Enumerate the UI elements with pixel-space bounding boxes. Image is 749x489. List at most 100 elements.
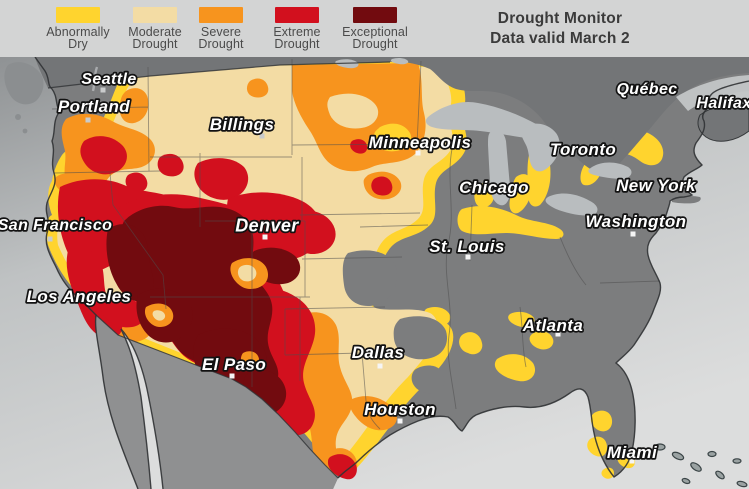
legend-label: Moderate Drought xyxy=(128,25,182,51)
city-labels-layer: Seattle Portland Billings Minneapolis Toront… xyxy=(0,69,749,464)
city-label-minneapolis: Minneapolis xyxy=(369,133,472,152)
city-label-toronto: Toronto xyxy=(550,140,616,159)
orange-montana-spot xyxy=(246,78,269,98)
gulf-of-california xyxy=(121,329,163,489)
city-label-portland: Portland xyxy=(58,97,130,116)
city-marker-el-paso xyxy=(229,373,235,379)
gray-pocket-north-texas xyxy=(393,316,448,360)
yellow-patch-florida-tip xyxy=(601,467,614,479)
city-marker-billings xyxy=(259,133,265,139)
yellow-patch-lake-michigan-east xyxy=(509,174,532,214)
city-marker-miami xyxy=(629,458,635,464)
city-label-el-paso: El Paso xyxy=(202,355,266,374)
city-marker-st-louis xyxy=(465,254,471,260)
islands xyxy=(4,57,749,204)
puget-sound xyxy=(91,66,99,92)
yellow-patch-chicago xyxy=(474,183,494,208)
vancouver-island xyxy=(4,62,44,105)
us-drought-map: Seattle Portland Billings Minneapolis Toront… xyxy=(0,57,749,489)
canadian-lake xyxy=(390,57,409,65)
bahamas-island xyxy=(715,470,725,480)
coastal-island xyxy=(15,114,21,120)
red-south-texas-tip xyxy=(328,454,357,480)
severe-drought-swatch xyxy=(199,7,243,23)
bahamas-island xyxy=(736,480,748,488)
city-label-los-angeles: Los Angeles xyxy=(27,287,132,306)
great-lakes xyxy=(425,101,632,216)
red-iowa-spot xyxy=(371,176,393,196)
legend-item-extreme-drought: Extreme Drought xyxy=(249,7,345,50)
state-borders xyxy=(51,59,661,430)
bahamas-island xyxy=(732,458,742,464)
title-line-2: Data valid March 2 xyxy=(490,30,630,47)
coastal-island xyxy=(22,128,28,134)
red-montana-spot xyxy=(157,153,184,177)
city-marker-houston xyxy=(397,418,403,424)
city-marker-minneapolis xyxy=(415,150,421,156)
map-title: Drought Monitor Data valid March 2 xyxy=(462,9,658,49)
city-label-houston: Houston xyxy=(364,400,436,419)
gray-pocket-east-texas xyxy=(411,365,445,394)
city-label-san-francisco: San Francisco xyxy=(0,217,112,234)
city-label-st-louis: St. Louis xyxy=(429,237,504,256)
city-marker-san-francisco xyxy=(47,236,53,242)
city-label-atlanta: Atlanta xyxy=(522,316,583,335)
lake-michigan xyxy=(488,130,511,206)
state-border-lines-east xyxy=(361,148,661,430)
lake-ontario xyxy=(588,162,632,179)
legend-label: Abnormally Dry xyxy=(46,25,110,51)
abnormally-dry-swatch xyxy=(56,7,100,23)
exceptional-drought-swatch xyxy=(353,7,397,23)
city-label-seattle: Seattle xyxy=(81,71,136,88)
city-label-dallas: Dallas xyxy=(352,343,405,362)
lake-huron xyxy=(520,123,560,172)
yellow-patch-florida-1 xyxy=(590,410,613,432)
canada-region xyxy=(35,57,749,173)
extreme-drought-swatch xyxy=(275,7,319,23)
city-label-new-york: New York xyxy=(616,176,697,195)
red-oregon-interior xyxy=(80,136,127,175)
city-marker-dallas xyxy=(377,363,383,369)
red-socal xyxy=(100,296,145,328)
header-bar: Abnormally Dry Moderate Drought Severe Drou… xyxy=(0,0,749,57)
gray-pocket-east-kansas xyxy=(342,250,398,307)
tan-patch-dakotas xyxy=(327,93,379,129)
us-mexico-border xyxy=(95,314,339,479)
city-label-billings: Billings xyxy=(210,115,275,134)
city-marker-portland xyxy=(85,117,91,123)
city-marker-atlanta xyxy=(555,331,561,337)
moderate-drought-swatch xyxy=(133,7,177,23)
nova-scotia xyxy=(697,102,749,142)
maroon-se-california xyxy=(106,224,154,302)
city-label-chicago: Chicago xyxy=(459,178,529,197)
city-label-miami: Miami xyxy=(607,443,658,462)
orange-washington-cascades xyxy=(119,88,149,124)
national-borders xyxy=(47,61,391,479)
red-north-dakota-spot xyxy=(350,139,368,154)
state-border-lines xyxy=(51,59,473,387)
bahamas-island xyxy=(690,462,702,472)
us-canada-border xyxy=(47,61,391,89)
title-line-1: Drought Monitor xyxy=(497,10,623,27)
red-ne-utah xyxy=(194,158,249,200)
yellow-patch-mississippi xyxy=(459,332,483,355)
legend-label: Exceptional Drought xyxy=(342,25,408,51)
legend-item-abnormally-dry: Abnormally Dry xyxy=(30,7,126,50)
tan-new-mexico-eye xyxy=(237,264,257,282)
city-marker-washington xyxy=(630,231,636,237)
coastline xyxy=(34,57,749,489)
legend-item-severe-drought: Severe Drought xyxy=(173,7,269,50)
yellow-patch-georgia xyxy=(529,331,554,350)
legend-item-exceptional-drought: Exceptional Drought xyxy=(327,7,423,50)
city-marker-denver xyxy=(262,234,268,240)
legend-item-moderate-drought: Moderate Drought xyxy=(107,7,203,50)
bahamas-island xyxy=(654,443,666,451)
city-label-denver: Denver xyxy=(235,215,299,235)
yellow-patch-ohio-valley xyxy=(457,206,564,239)
legend-label: Severe Drought xyxy=(198,25,244,51)
city-label-halifax: Halifax xyxy=(696,95,749,112)
tan-dot-arizona xyxy=(152,310,166,321)
city-marker-seattle xyxy=(100,87,106,93)
red-oregon-spot xyxy=(125,172,148,193)
lake-superior xyxy=(425,101,543,139)
